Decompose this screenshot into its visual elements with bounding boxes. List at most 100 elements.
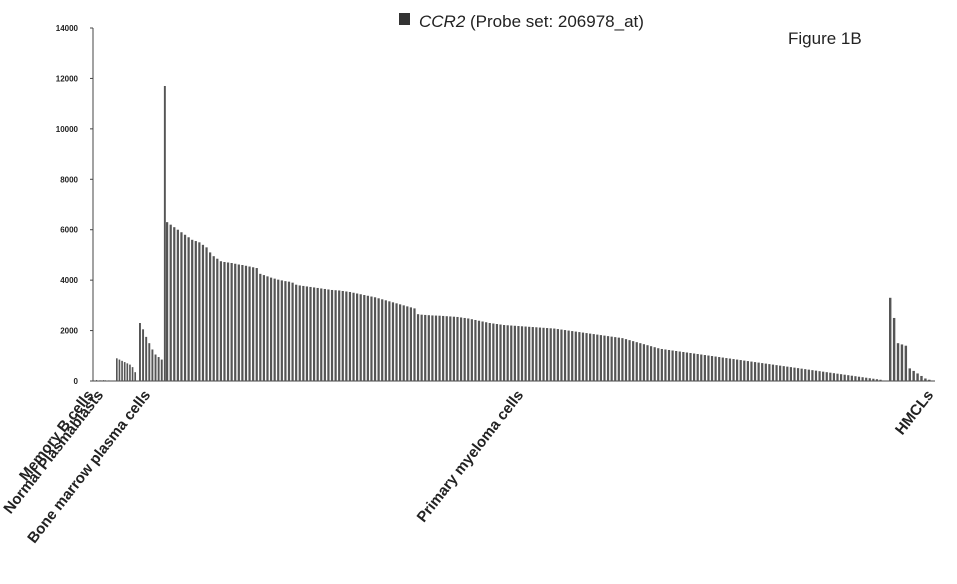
bar: [323, 288, 326, 381]
bar: [743, 360, 746, 381]
bar: [538, 327, 542, 381]
bar: [768, 364, 771, 381]
bar: [825, 372, 828, 381]
bar: [352, 292, 355, 381]
bar: [725, 358, 728, 381]
bar: [646, 345, 649, 381]
bar: [832, 373, 836, 381]
bar: [106, 380, 108, 381]
bar: [424, 314, 427, 381]
bar: [671, 350, 674, 381]
bar: [617, 337, 620, 381]
bars: [96, 85, 931, 382]
bar: [696, 354, 699, 381]
bar: [434, 315, 438, 381]
bar: [99, 380, 101, 381]
bar: [879, 379, 882, 381]
bar: [470, 319, 473, 381]
bar: [872, 378, 875, 381]
bar: [653, 347, 656, 381]
bar: [535, 327, 538, 381]
bar: [908, 368, 911, 381]
bar: [843, 374, 846, 381]
bar: [359, 294, 362, 381]
bar: [327, 289, 330, 381]
bar: [924, 378, 927, 381]
bar: [269, 277, 273, 381]
bar: [373, 297, 377, 381]
bar: [596, 334, 599, 381]
bar: [567, 330, 570, 381]
bar: [129, 364, 131, 381]
bar: [123, 362, 126, 381]
bar: [295, 284, 298, 381]
bar: [836, 373, 839, 381]
bar: [481, 321, 484, 381]
bar: [312, 287, 316, 381]
bar: [635, 342, 638, 381]
bar: [395, 303, 398, 381]
bar: [234, 263, 237, 381]
bar: [664, 349, 667, 381]
bar: [330, 289, 334, 381]
bar: [406, 306, 409, 381]
bar: [814, 370, 818, 381]
bar: [657, 348, 660, 381]
bar: [463, 317, 466, 381]
bar: [746, 361, 749, 381]
bar: [786, 366, 789, 381]
bar: [678, 351, 681, 381]
bar: [789, 367, 793, 381]
bar: [707, 355, 710, 381]
bar: [896, 343, 900, 381]
bar: [142, 329, 145, 381]
bar: [298, 285, 301, 381]
bar: [416, 314, 420, 381]
bar: [912, 370, 915, 381]
bar: [334, 290, 337, 381]
bar: [581, 332, 585, 381]
bar: [154, 354, 157, 381]
bar: [477, 320, 481, 381]
y-tick-label: 6000: [60, 226, 78, 235]
bar: [642, 344, 646, 381]
bar: [488, 323, 491, 381]
bar: [302, 285, 305, 381]
bar: [603, 335, 606, 381]
bar: [574, 331, 577, 381]
bar: [857, 376, 861, 381]
bar: [865, 377, 868, 381]
bar: [513, 325, 516, 381]
bar: [807, 369, 810, 381]
bar: [198, 242, 201, 381]
bar: [291, 282, 294, 381]
bar: [131, 367, 134, 381]
bar: [892, 317, 896, 381]
bar: [560, 329, 563, 381]
bar: [549, 328, 552, 381]
bar: [442, 315, 445, 381]
bar: [139, 323, 141, 381]
bar: [492, 323, 495, 381]
bar: [96, 379, 98, 381]
bar: [345, 291, 348, 381]
bar: [459, 317, 463, 381]
bar: [320, 288, 323, 381]
y-tick-label: 14000: [56, 24, 79, 33]
y-tick-label: 8000: [60, 175, 78, 184]
bar: [771, 364, 775, 381]
bar: [348, 291, 352, 381]
bar: [166, 222, 169, 381]
bar: [216, 258, 219, 381]
bar: [388, 301, 391, 381]
bar: [280, 280, 283, 381]
bar: [187, 237, 190, 381]
bar: [456, 316, 459, 381]
bar: [173, 227, 176, 381]
bar: [779, 365, 782, 381]
bar: [531, 327, 534, 381]
y-tick-label: 0: [74, 377, 79, 386]
bar: [284, 281, 287, 381]
legend-swatch: [399, 13, 410, 25]
legend: CCR2 (Probe set: 206978_at): [399, 12, 644, 31]
